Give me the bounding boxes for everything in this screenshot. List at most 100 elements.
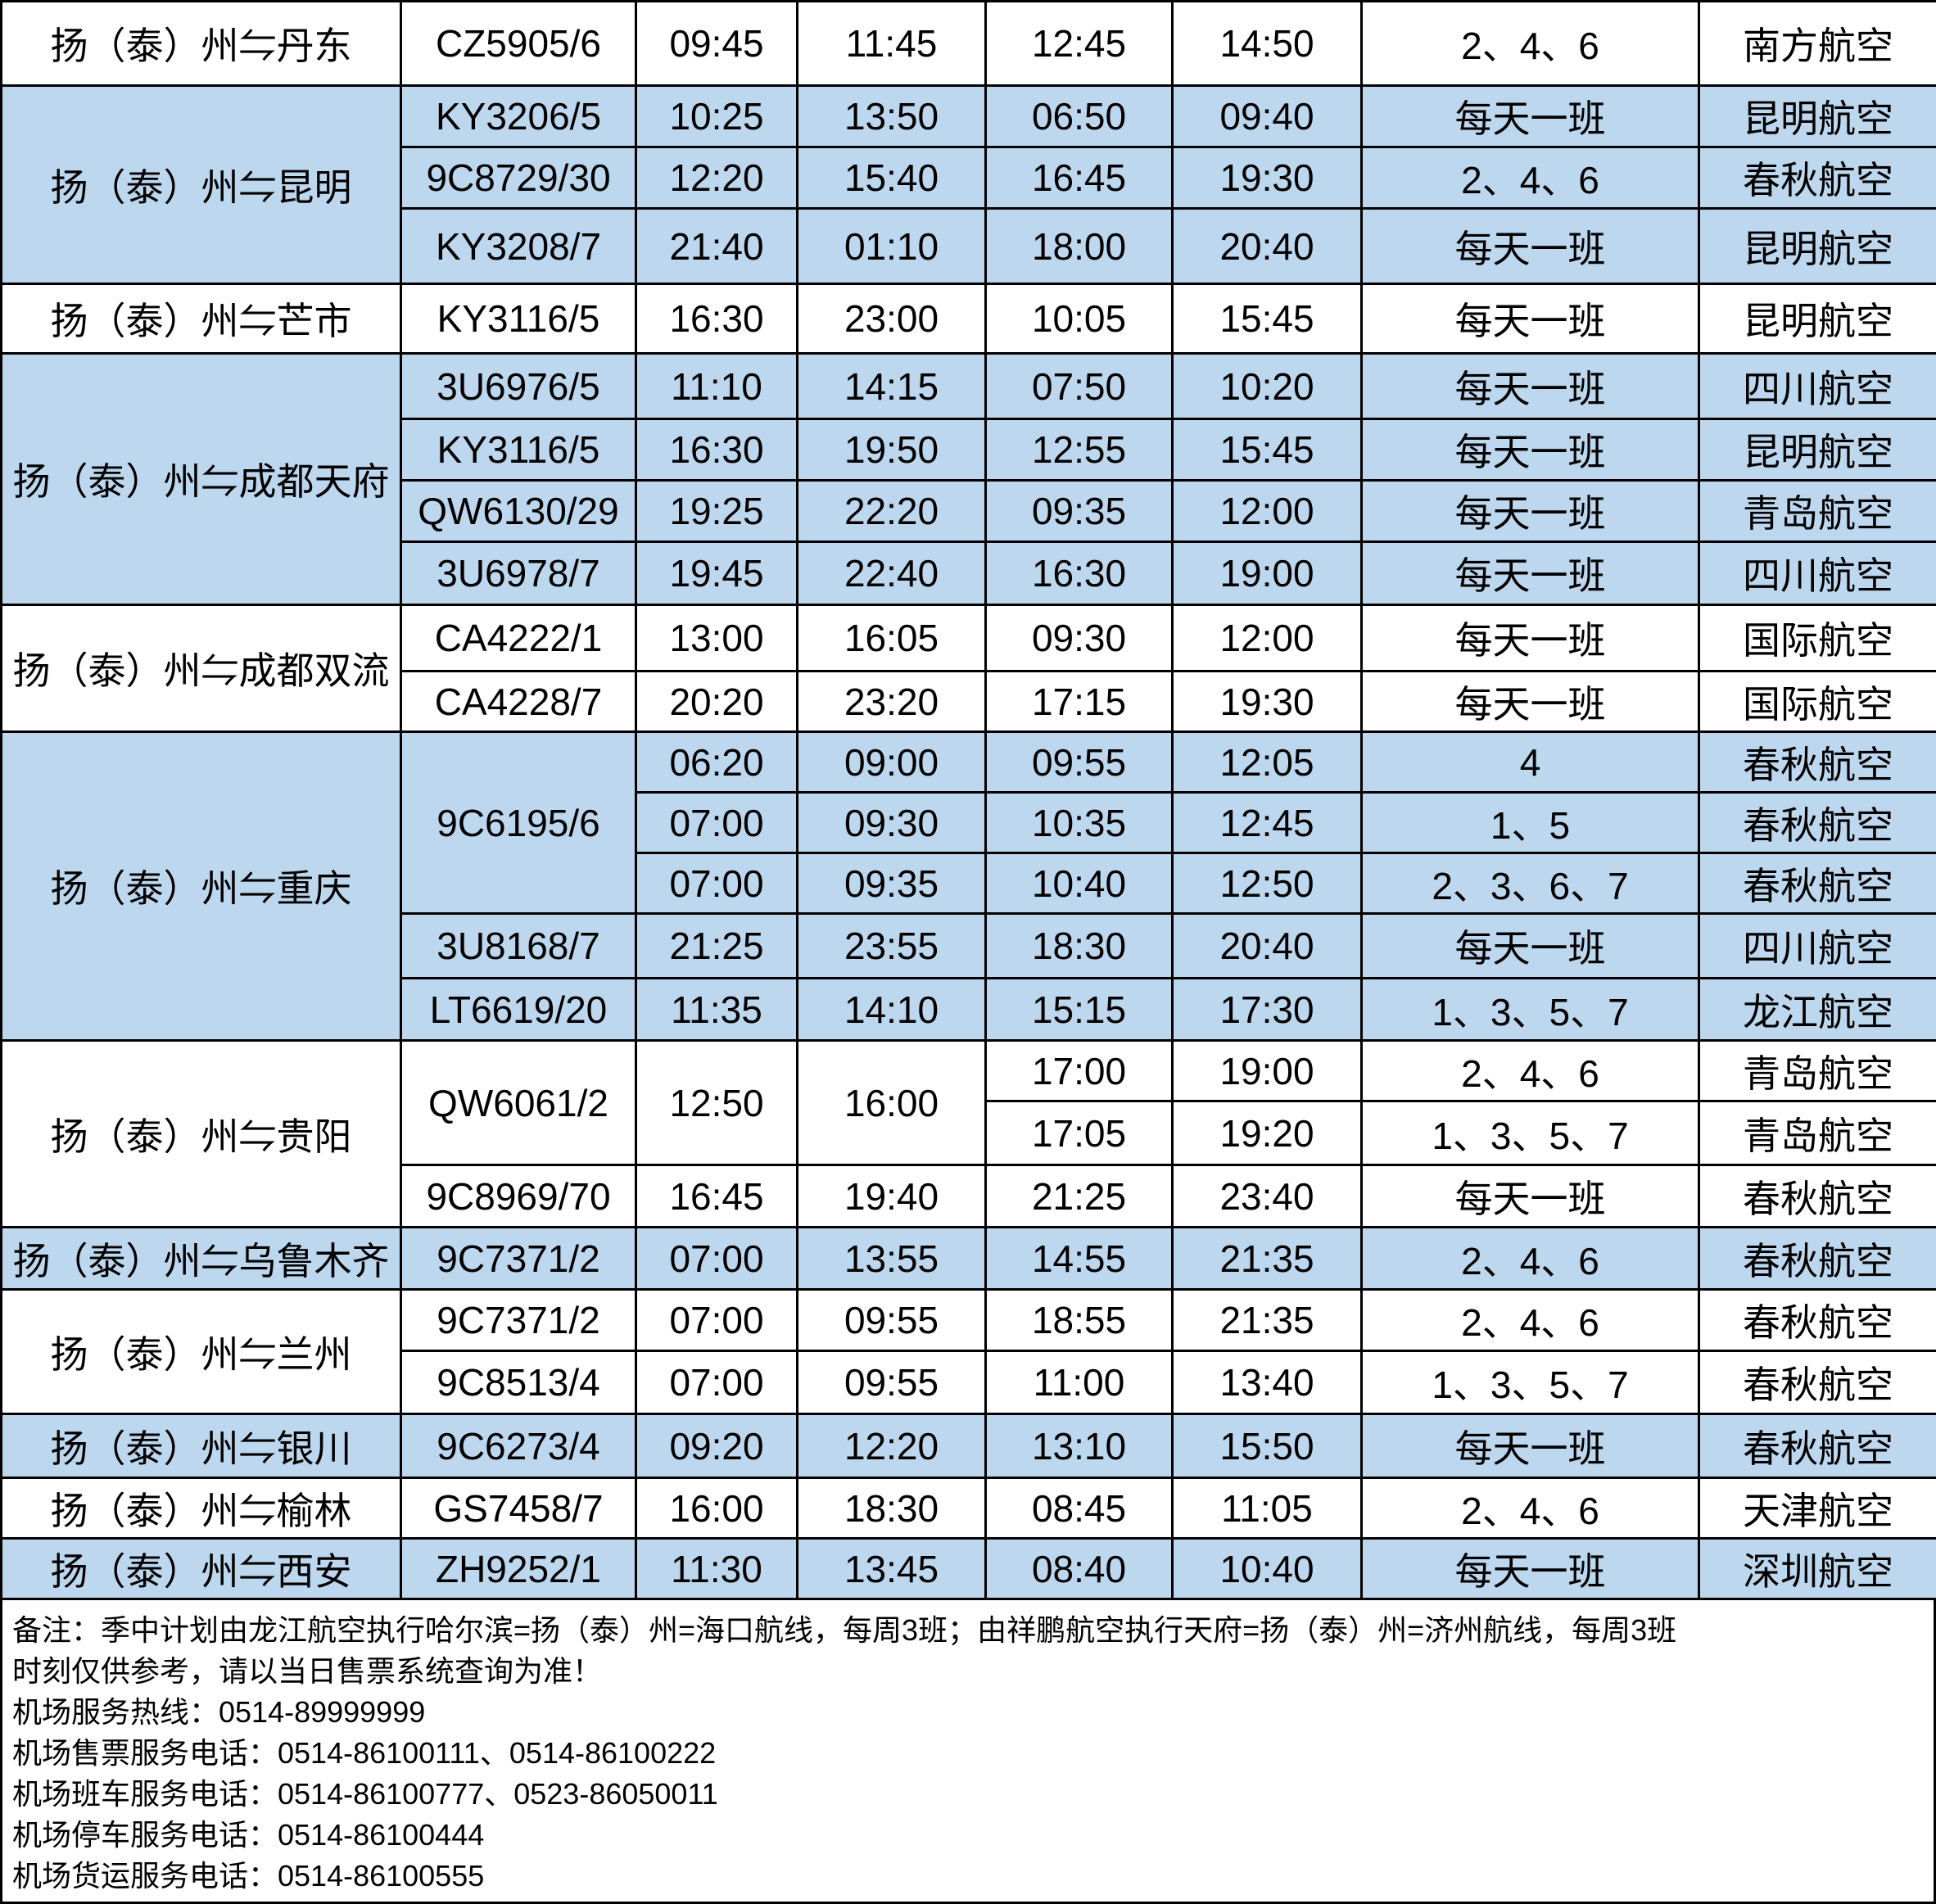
frequency-cell: 1、3、5、7 (1362, 979, 1699, 1041)
route-cell: 扬（泰）州⇋银川 (2, 1414, 401, 1478)
airline-cell: 四川航空 (1699, 542, 1936, 605)
route-cell: 扬（泰）州⇋兰州 (2, 1290, 401, 1414)
departure-time-cell: 10:25 (636, 86, 798, 147)
return-departure-time-cell: 18:55 (986, 1290, 1173, 1351)
arrival-time-cell: 13:50 (798, 86, 986, 147)
flight-number-cell: CZ5905/6 (401, 2, 636, 86)
flight-number-cell: 3U6978/7 (401, 542, 636, 605)
flight-number-cell: GS7458/7 (401, 1478, 636, 1539)
return-departure-time-cell: 16:30 (986, 542, 1173, 605)
frequency-cell: 2、4、6 (1362, 1290, 1699, 1351)
arrival-time-cell: 19:50 (798, 419, 986, 481)
note-disclaimer: 时刻仅供参考，请以当日售票系统查询为准！ (12, 1651, 1922, 1692)
airline-cell: 天津航空 (1699, 1478, 1936, 1539)
airline-cell: 国际航空 (1699, 605, 1936, 672)
frequency-cell: 每天一班 (1362, 1539, 1699, 1599)
frequency-cell: 2、4、6 (1362, 1228, 1699, 1290)
table-row: 扬（泰）州⇋丹东 CZ5905/6 09:45 11:45 12:45 14:5… (2, 2, 1936, 86)
note-parking-phone: 机场停车服务电话：0514-86100444 (12, 1815, 1922, 1856)
frequency-cell: 每天一班 (1362, 672, 1699, 732)
return-arrival-time-cell: 19:20 (1173, 1101, 1362, 1165)
return-departure-time-cell: 12:55 (986, 419, 1173, 481)
arrival-time-cell: 22:40 (798, 542, 986, 605)
arrival-time-cell: 12:20 (798, 1414, 986, 1478)
return-departure-time-cell: 12:45 (986, 2, 1173, 86)
table-row: 扬（泰）州⇋芒市 KY3116/5 16:30 23:00 10:05 15:4… (2, 284, 1936, 354)
frequency-cell: 每天一班 (1362, 914, 1699, 979)
departure-time-cell: 20:20 (636, 672, 798, 732)
airline-cell: 南方航空 (1699, 2, 1936, 86)
return-arrival-time-cell: 10:20 (1173, 354, 1362, 419)
flight-number-cell: QW6130/29 (401, 481, 636, 542)
departure-time-cell: 16:30 (636, 419, 798, 481)
note-ticket-phone: 机场售票服务电话：0514-86100111、0514-86100222 (12, 1733, 1922, 1774)
arrival-time-cell: 18:30 (798, 1478, 986, 1539)
airline-cell: 春秋航空 (1699, 853, 1936, 914)
airline-cell: 昆明航空 (1699, 209, 1936, 284)
frequency-cell: 每天一班 (1362, 284, 1699, 354)
departure-time-cell: 09:20 (636, 1414, 798, 1478)
departure-time-cell: 12:50 (636, 1041, 798, 1165)
return-arrival-time-cell: 12:50 (1173, 853, 1362, 914)
flight-number-cell: CA4222/1 (401, 605, 636, 672)
table-row: 扬（泰）州⇋兰州 9C7371/2 07:00 09:55 18:55 21:3… (2, 1290, 1936, 1351)
departure-time-cell: 19:45 (636, 542, 798, 605)
route-cell: 扬（泰）州⇋重庆 (2, 732, 401, 1041)
airline-cell: 春秋航空 (1699, 147, 1936, 209)
arrival-time-cell: 23:55 (798, 914, 986, 979)
flight-number-cell: 3U8168/7 (401, 914, 636, 979)
flight-number-cell: KY3208/7 (401, 209, 636, 284)
route-cell: 扬（泰）州⇋成都双流 (2, 605, 401, 732)
flight-number-cell: 9C7371/2 (401, 1228, 636, 1290)
flight-number-cell: KY3206/5 (401, 86, 636, 147)
departure-time-cell: 16:45 (636, 1165, 798, 1228)
flight-number-cell: 9C8969/70 (401, 1165, 636, 1228)
airline-cell: 昆明航空 (1699, 86, 1936, 147)
return-departure-time-cell: 08:40 (986, 1539, 1173, 1599)
note-cargo-phone: 机场货运服务电话：0514-86100555 (12, 1856, 1922, 1897)
route-cell: 扬（泰）州⇋成都天府 (2, 354, 401, 605)
arrival-time-cell: 11:45 (798, 2, 986, 86)
frequency-cell: 1、3、5、7 (1362, 1101, 1699, 1165)
airline-cell: 龙江航空 (1699, 979, 1936, 1041)
airline-cell: 深圳航空 (1699, 1539, 1936, 1599)
departure-time-cell: 16:00 (636, 1478, 798, 1539)
departure-time-cell: 07:00 (636, 1228, 798, 1290)
arrival-time-cell: 19:40 (798, 1165, 986, 1228)
route-cell: 扬（泰）州⇋西安 (2, 1539, 401, 1599)
arrival-time-cell: 16:00 (798, 1041, 986, 1165)
frequency-cell: 每天一班 (1362, 1165, 1699, 1228)
return-departure-time-cell: 21:25 (986, 1165, 1173, 1228)
table-row: 扬（泰）州⇋贵阳 QW6061/2 12:50 16:00 17:00 19:0… (2, 1041, 1936, 1101)
arrival-time-cell: 14:15 (798, 354, 986, 419)
departure-time-cell: 21:40 (636, 209, 798, 284)
frequency-cell: 每天一班 (1362, 86, 1699, 147)
table-row: 扬（泰）州⇋西安 ZH9252/1 11:30 13:45 08:40 10:4… (2, 1539, 1936, 1599)
arrival-time-cell: 13:55 (798, 1228, 986, 1290)
return-departure-time-cell: 13:10 (986, 1414, 1173, 1478)
frequency-cell: 每天一班 (1362, 605, 1699, 672)
flight-number-cell: 9C8513/4 (401, 1351, 636, 1414)
route-cell: 扬（泰）州⇋昆明 (2, 86, 401, 284)
frequency-cell: 2、4、6 (1362, 1478, 1699, 1539)
departure-time-cell: 12:20 (636, 147, 798, 209)
return-departure-time-cell: 09:55 (986, 732, 1173, 793)
return-departure-time-cell: 08:45 (986, 1478, 1173, 1539)
return-arrival-time-cell: 21:35 (1173, 1290, 1362, 1351)
flight-number-cell: KY3116/5 (401, 419, 636, 481)
return-arrival-time-cell: 11:05 (1173, 1478, 1362, 1539)
return-arrival-time-cell: 19:30 (1173, 147, 1362, 209)
table-row: 扬（泰）州⇋乌鲁木齐 9C7371/2 07:00 13:55 14:55 21… (2, 1228, 1936, 1290)
return-arrival-time-cell: 19:00 (1173, 542, 1362, 605)
route-cell: 扬（泰）州⇋芒市 (2, 284, 401, 354)
notes-section: 备注：季中计划由龙江航空执行哈尔滨=扬（泰）州=海口航线，每周3班；由祥鹏航空执… (0, 1600, 1936, 1904)
return-departure-time-cell: 06:50 (986, 86, 1173, 147)
return-arrival-time-cell: 20:40 (1173, 209, 1362, 284)
frequency-cell: 2、4、6 (1362, 1041, 1699, 1101)
frequency-cell: 每天一班 (1362, 542, 1699, 605)
frequency-cell: 4 (1362, 732, 1699, 793)
flight-number-cell: LT6619/20 (401, 979, 636, 1041)
return-arrival-time-cell: 15:50 (1173, 1414, 1362, 1478)
arrival-time-cell: 09:55 (798, 1351, 986, 1414)
return-departure-time-cell: 10:05 (986, 284, 1173, 354)
